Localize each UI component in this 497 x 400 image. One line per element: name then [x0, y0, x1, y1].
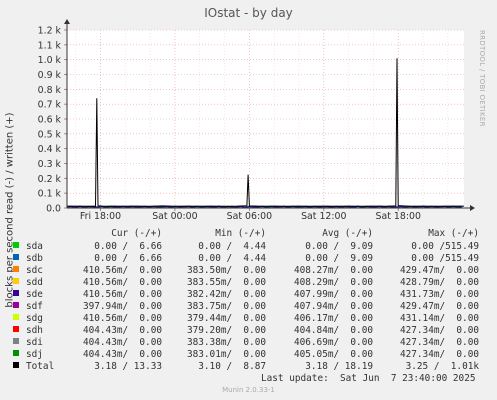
legend-value-min: 383.01m/ 0.00 [187, 349, 266, 360]
legend-header: Max (-/+) [428, 228, 479, 239]
y-tick-label: 0.3 k [38, 159, 62, 170]
legend-name: sdb [26, 253, 43, 264]
legend-value-avg: 0.00 / 9.09 [305, 253, 373, 264]
legend-value-min: 383.50m/ 0.00 [187, 265, 266, 276]
legend-name: sdh [26, 325, 43, 336]
legend-value-min: 0.00 / 4.44 [198, 253, 266, 264]
legend-name: sdg [26, 313, 43, 324]
legend-value-cur: 410.56m/ 0.00 [83, 289, 162, 300]
y-axis-arrow [64, 19, 70, 24]
legend-value-min: 0.00 / 4.44 [198, 241, 266, 252]
legend-header: Min (-/+) [215, 228, 266, 239]
legend-swatch [13, 314, 19, 320]
legend-header: Avg (-/+) [322, 228, 373, 239]
legend-value-min: 383.75m/ 0.00 [187, 301, 266, 312]
munin-version: Munin 2.0.33-1 [222, 386, 275, 394]
legend-value-max: 428.79m/ 0.00 [400, 277, 479, 288]
x-tick-label: Sat 06:00 [227, 211, 272, 222]
legend-value-min: 379.44m/ 0.00 [187, 313, 266, 324]
legend-swatch [13, 254, 19, 260]
legend-swatch [13, 338, 19, 344]
last-update-text: Last update: Sat Jun 7 23:40:00 2025 [261, 373, 476, 384]
legend-value-max: 0.00 /515.49 [411, 253, 479, 264]
legend-value-cur: 0.00 / 6.66 [94, 241, 162, 252]
legend-name: sdc [26, 265, 43, 276]
y-tick-label: 1.1 k [38, 40, 62, 51]
legend-value-avg: 406.69m/ 0.00 [294, 337, 373, 348]
legend-value-min: 379.20m/ 0.00 [187, 325, 266, 336]
y-tick-label: 0.9 k [38, 70, 62, 81]
legend-name: sdf [26, 301, 43, 312]
legend-value-max: 427.34m/ 0.00 [400, 349, 479, 360]
legend-value-max: 429.47m/ 0.00 [400, 265, 479, 276]
legend-value-cur: 404.43m/ 0.00 [83, 337, 162, 348]
legend-swatch [13, 242, 19, 248]
legend-value-cur: 404.43m/ 0.00 [83, 349, 162, 360]
legend-swatch [13, 266, 19, 272]
legend-value-avg: 408.29m/ 0.00 [294, 277, 373, 288]
y-tick-label: 0.0 [46, 204, 61, 215]
legend-value-avg: 407.94m/ 0.00 [294, 301, 373, 312]
legend-value-cur: 3.18 / 13.33 [94, 361, 162, 372]
legend-value-max: 431.14m/ 0.00 [400, 313, 479, 324]
legend-value-cur: 0.00 / 6.66 [94, 253, 162, 264]
legend-swatch [13, 302, 19, 308]
legend-value-min: 383.38m/ 0.00 [187, 337, 266, 348]
y-tick-label: 0.6 k [38, 115, 62, 126]
x-tick-label: Sat 18:00 [376, 211, 421, 222]
legend-name: sdj [26, 349, 43, 360]
legend-swatch [13, 350, 19, 356]
legend-value-avg: 406.17m/ 0.00 [294, 313, 373, 324]
legend-value-max: 431.73m/ 0.00 [400, 289, 479, 300]
chart-title: IOstat - by day [204, 6, 293, 20]
y-tick-label: 1.2 k [38, 26, 62, 37]
legend-swatch [13, 362, 19, 368]
legend-value-avg: 3.18 / 18.19 [305, 361, 373, 372]
x-tick-label: Fri 18:00 [80, 211, 121, 222]
x-tick-label: Sat 00:00 [152, 211, 197, 222]
legend-value-cur: 410.56m/ 0.00 [83, 277, 162, 288]
x-axis-arrow [470, 205, 475, 211]
legend-value-max: 429.47m/ 0.00 [400, 301, 479, 312]
legend-value-cur: 397.94m/ 0.00 [83, 301, 162, 312]
legend-value-max: 0.00 /515.49 [411, 241, 479, 252]
legend-swatch [13, 326, 19, 332]
legend-value-cur: 404.43m/ 0.00 [83, 325, 162, 336]
legend-name: sda [26, 241, 43, 252]
legend-value-cur: 410.56m/ 0.00 [83, 313, 162, 324]
legend-name: Total [26, 361, 54, 372]
legend-value-max: 427.34m/ 0.00 [400, 325, 479, 336]
legend-name: sdi [26, 337, 43, 348]
x-tick-label: Sat 12:00 [301, 211, 346, 222]
legend-name: sde [26, 289, 43, 300]
legend-value-avg: 405.05m/ 0.00 [294, 349, 373, 360]
y-tick-label: 0.8 k [38, 85, 62, 96]
y-tick-label: 0.5 k [38, 129, 62, 140]
legend-value-avg: 0.00 / 9.09 [305, 241, 373, 252]
legend-value-min: 3.10 / 8.87 [198, 361, 266, 372]
series-line-total [66, 58, 464, 207]
y-tick-label: 0.4 k [38, 144, 62, 155]
legend-value-avg: 407.99m/ 0.00 [294, 289, 373, 300]
legend-value-cur: 410.56m/ 0.00 [83, 265, 162, 276]
legend-value-max: 3.25 / 1.01k [406, 361, 480, 372]
legend-value-min: 382.42m/ 0.00 [187, 289, 266, 300]
y-tick-label: 0.2 k [38, 174, 62, 185]
y-tick-label: 0.7 k [38, 100, 62, 111]
legend-swatch [13, 278, 19, 284]
legend-value-min: 383.55m/ 0.00 [187, 277, 266, 288]
legend-value-avg: 408.27m/ 0.00 [294, 265, 373, 276]
y-tick-label: 0.1 k [38, 189, 62, 200]
legend-swatch [13, 290, 19, 296]
legend-value-max: 427.34m/ 0.00 [400, 337, 479, 348]
y-tick-label: 1.0 k [38, 55, 62, 66]
legend-header: Cur (-/+) [111, 228, 162, 239]
legend-name: sdd [26, 277, 43, 288]
legend-value-avg: 404.84m/ 0.00 [294, 325, 373, 336]
